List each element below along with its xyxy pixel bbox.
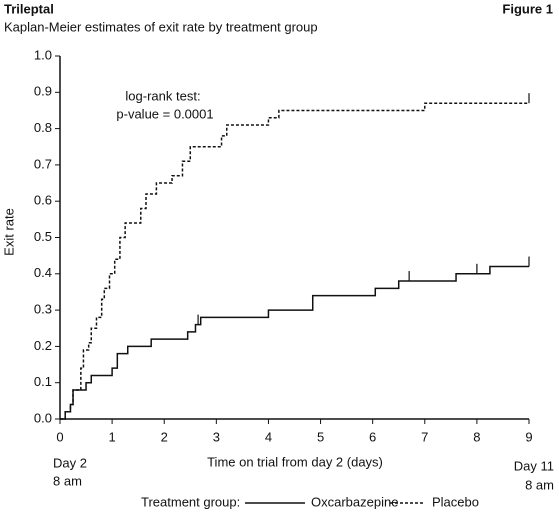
y-tick-label: 0.1 — [34, 374, 52, 389]
y-tick-label: 0.5 — [34, 229, 52, 244]
y-axis-title: Exit rate — [1, 208, 16, 256]
y-tick-label: 0.0 — [34, 410, 52, 425]
km-curve — [60, 265, 529, 420]
axis-note: 8 am — [525, 477, 554, 492]
axis-note: 8 am — [53, 473, 82, 488]
y-tick-label: 1.0 — [34, 47, 52, 62]
figure-label: Figure 1 — [502, 1, 553, 16]
x-tick-label: 1 — [108, 429, 115, 444]
x-tick-label: 0 — [56, 429, 63, 444]
y-tick-label: 0.3 — [34, 302, 52, 317]
chart-title: Kaplan-Meier estimates of exit rate by t… — [4, 19, 318, 34]
annotation: p-value = 0.0001 — [116, 106, 213, 121]
axis-note: Day 2 — [53, 455, 87, 470]
y-tick-label: 0.7 — [34, 156, 52, 171]
chart-header: Trileptal — [4, 1, 54, 16]
legend-title: Treatment group: — [141, 494, 240, 509]
x-tick-label: 8 — [473, 429, 480, 444]
x-tick-label: 7 — [421, 429, 428, 444]
axis-note: Day 11 — [514, 458, 554, 473]
x-tick-label: 5 — [317, 429, 324, 444]
legend-label: Placebo — [432, 494, 479, 509]
x-tick-label: 4 — [265, 429, 272, 444]
y-tick-label: 0.4 — [34, 265, 52, 280]
x-tick-label: 6 — [369, 429, 376, 444]
x-tick-label: 9 — [525, 429, 532, 444]
km-curve — [60, 102, 529, 420]
y-tick-label: 0.2 — [34, 338, 52, 353]
x-tick-label: 2 — [161, 429, 168, 444]
y-tick-label: 0.9 — [34, 84, 52, 99]
legend-label: Oxcarbazepine — [311, 494, 398, 509]
y-tick-label: 0.8 — [34, 120, 52, 135]
x-axis-title: Time on trial from day 2 (days) — [207, 454, 383, 469]
x-tick-label: 3 — [213, 429, 220, 444]
annotation: log-rank test: — [125, 88, 200, 103]
y-tick-label: 0.6 — [34, 193, 52, 208]
